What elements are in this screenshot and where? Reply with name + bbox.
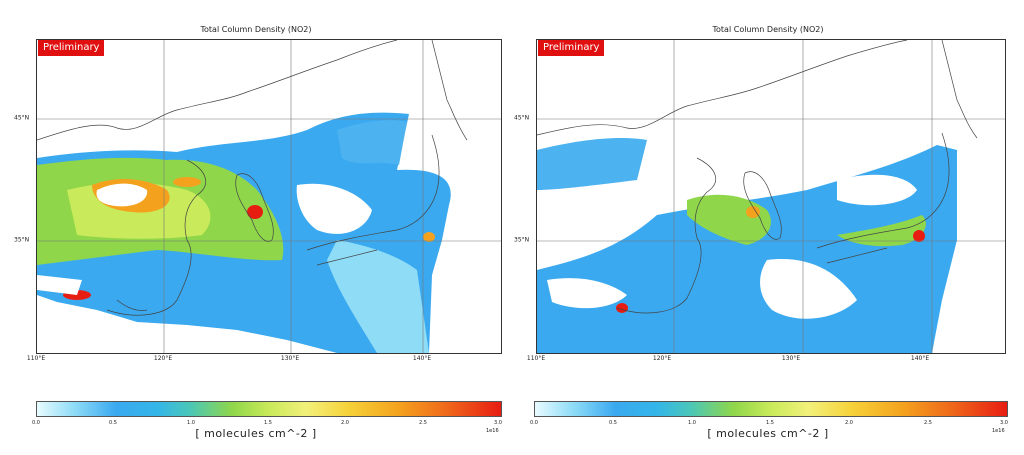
colorbar-tick: 1.5: [766, 420, 774, 426]
no2-density-map: [537, 40, 1005, 353]
map-title: Total Column Density (NO2): [200, 25, 312, 34]
lon-tick: 110°E: [526, 355, 546, 362]
no2-cloud-gap: [837, 174, 917, 206]
lon-tick: 140°E: [910, 355, 930, 362]
lon-tick: 110°E: [26, 355, 46, 362]
map-area: [36, 39, 502, 354]
map-title: Total Column Density (NO2): [712, 25, 824, 34]
lat-tick: 35°N: [514, 236, 530, 244]
no2-cloud-gap: [96, 183, 148, 207]
map-area: [536, 39, 1006, 354]
lat-tick: 45°N: [14, 114, 30, 122]
lon-tick: 120°E: [153, 355, 173, 362]
no2-low-patch: [337, 120, 407, 165]
lat-tick: 45°N: [514, 114, 530, 122]
colorbar-exponent: 1e16: [486, 428, 499, 434]
colorbar-tick: 1.0: [187, 420, 195, 426]
preliminary-badge: Preliminary: [38, 40, 105, 56]
colorbar-tick: 1.0: [688, 420, 696, 426]
map-panel-right: Total Column Density (NO2): [512, 0, 1024, 455]
colorbar-tick: 3.0: [1000, 420, 1008, 426]
no2-density-map: [37, 40, 501, 353]
lat-tick: 35°N: [14, 236, 30, 244]
coastlines: [37, 40, 468, 316]
colorbar-tick: 0.5: [109, 420, 117, 426]
colorbar-tick: 1.5: [264, 420, 272, 426]
no2-mid-region-2: [837, 215, 926, 247]
no2-hotspot-tokyo: [423, 232, 435, 242]
colorbar-tick: 0.5: [609, 420, 617, 426]
colorbar-exponent: 1e16: [992, 428, 1005, 434]
colorbar-tick: 2.5: [419, 420, 427, 426]
no2-cloud-gap-2: [760, 259, 857, 319]
graticule: [37, 40, 501, 353]
no2-hotspot-tokyo: [913, 230, 925, 242]
no2-cloud-gap-3: [37, 275, 82, 295]
no2-light-region: [327, 240, 429, 353]
lon-tick: 120°E: [652, 355, 672, 362]
no2-field: [537, 138, 957, 353]
no2-hotspot-east-china: [173, 177, 201, 187]
colorbar: [534, 401, 1008, 417]
no2-cloud-gap-2: [296, 183, 372, 234]
colorbar-tick: 2.5: [924, 420, 932, 426]
colorbar-tick: 0.0: [530, 420, 538, 426]
no2-low-region: [537, 138, 647, 190]
lon-tick: 130°E: [280, 355, 300, 362]
colorbar-tick: 2.0: [845, 420, 853, 426]
lon-tick: 130°E: [781, 355, 801, 362]
graticule: [537, 40, 1005, 353]
preliminary-badge: Preliminary: [538, 40, 605, 56]
colorbar-label: [ molecules cm^-2 ]: [707, 427, 829, 440]
no2-hotspot-seoul: [746, 206, 760, 218]
colorbar-label: [ molecules cm^-2 ]: [195, 427, 317, 440]
colorbar: [36, 401, 502, 417]
no2-hotspot-seoul: [247, 205, 263, 219]
lon-tick: 140°E: [412, 355, 432, 362]
no2-field: [37, 112, 451, 353]
coastlines: [537, 40, 978, 314]
colorbar-tick: 0.0: [32, 420, 40, 426]
colorbar-tick: 3.0: [494, 420, 502, 426]
colorbar-tick: 2.0: [341, 420, 349, 426]
no2-cloud-gap-3: [547, 278, 627, 309]
map-panel-left: Total Column Density (NO2): [14, 25, 502, 440]
